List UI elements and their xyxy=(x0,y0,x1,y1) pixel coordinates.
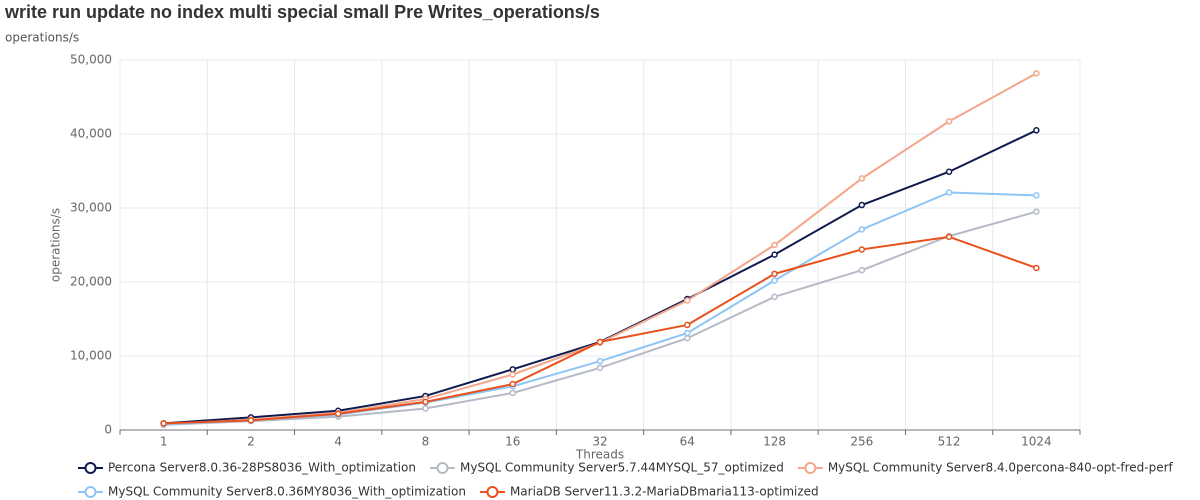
x-tick-label: 512 xyxy=(938,435,961,449)
y-tick-label: 20,000 xyxy=(70,275,112,289)
y-tick-label: 40,000 xyxy=(70,127,112,141)
legend-marker xyxy=(84,462,97,474)
point xyxy=(771,241,778,249)
point xyxy=(858,226,866,233)
point xyxy=(509,380,516,388)
point xyxy=(596,338,604,346)
legend-item: MySQL Community Server5.7.44MYSQL_57_opt… xyxy=(430,461,784,475)
legend-label: MySQL Community Server5.7.44MYSQL_57_opt… xyxy=(460,461,784,475)
chart-subtitle: operations/s xyxy=(5,31,79,45)
point xyxy=(858,246,866,253)
legend-label: MariaDB Server11.3.2-MariaDBmaria113-opt… xyxy=(510,485,819,499)
x-tick-label: 2 xyxy=(247,435,255,449)
x-tick-label: 256 xyxy=(850,435,873,449)
point xyxy=(684,329,691,337)
point xyxy=(334,410,342,417)
point xyxy=(945,168,953,175)
point xyxy=(771,277,778,284)
point xyxy=(945,189,953,196)
point xyxy=(1033,192,1040,199)
point xyxy=(684,297,691,304)
point xyxy=(945,233,953,241)
y-tick-label: 10,000 xyxy=(70,349,112,363)
legend-marker xyxy=(436,462,449,474)
legend-item: Percona Server8.0.36-28PS8036_With_optim… xyxy=(78,461,416,475)
point xyxy=(684,334,691,342)
point xyxy=(771,270,778,278)
point xyxy=(1033,264,1040,272)
point xyxy=(858,266,866,274)
point xyxy=(771,251,778,258)
x-tick-label: 16 xyxy=(505,435,520,449)
point xyxy=(509,389,516,397)
point xyxy=(596,364,604,372)
point xyxy=(945,118,953,125)
legend-item: MySQL Community Server8.4.0percona-840-o… xyxy=(797,461,1174,475)
point xyxy=(1033,70,1040,77)
point xyxy=(771,293,778,301)
y-axis-label: operations/s xyxy=(49,208,63,282)
x-tick-label: 1024 xyxy=(1021,435,1052,449)
legend-marker xyxy=(84,486,97,498)
point xyxy=(858,201,866,209)
x-tick-label: 4 xyxy=(334,435,342,449)
y-tick-label: 50,000 xyxy=(70,53,112,67)
point xyxy=(684,321,691,329)
point xyxy=(160,420,167,427)
legend-label: MySQL Community Server8.4.0percona-840-o… xyxy=(828,461,1174,475)
y-tick-label: 0 xyxy=(104,423,112,437)
legend-label: MySQL Community Server8.0.36MY8036_With_… xyxy=(108,485,466,499)
legend-item: MySQL Community Server8.0.36MY8036_With_… xyxy=(78,485,466,499)
x-tick-label: 1 xyxy=(160,435,168,449)
legend-marker xyxy=(486,486,499,498)
y-tick-label: 30,000 xyxy=(70,201,112,215)
x-tick-label: 128 xyxy=(763,435,786,449)
point xyxy=(1033,208,1040,215)
point xyxy=(509,371,516,378)
x-tick-label: 32 xyxy=(592,435,607,449)
point xyxy=(858,175,866,182)
point xyxy=(422,398,429,406)
point xyxy=(422,405,429,412)
x-tick-label: 8 xyxy=(422,435,430,449)
legend-item: MariaDB Server11.3.2-MariaDBmaria113-opt… xyxy=(479,485,819,499)
point xyxy=(1033,127,1040,134)
legend-label: Percona Server8.0.36-28PS8036_With_optim… xyxy=(108,461,416,475)
legend-marker xyxy=(804,462,817,474)
chart-title: write run update no index multi special … xyxy=(4,2,600,22)
point xyxy=(247,417,255,424)
point xyxy=(509,366,516,373)
x-axis-label: Threads xyxy=(575,448,624,462)
point xyxy=(596,357,604,365)
x-tick-label: 64 xyxy=(680,435,695,449)
